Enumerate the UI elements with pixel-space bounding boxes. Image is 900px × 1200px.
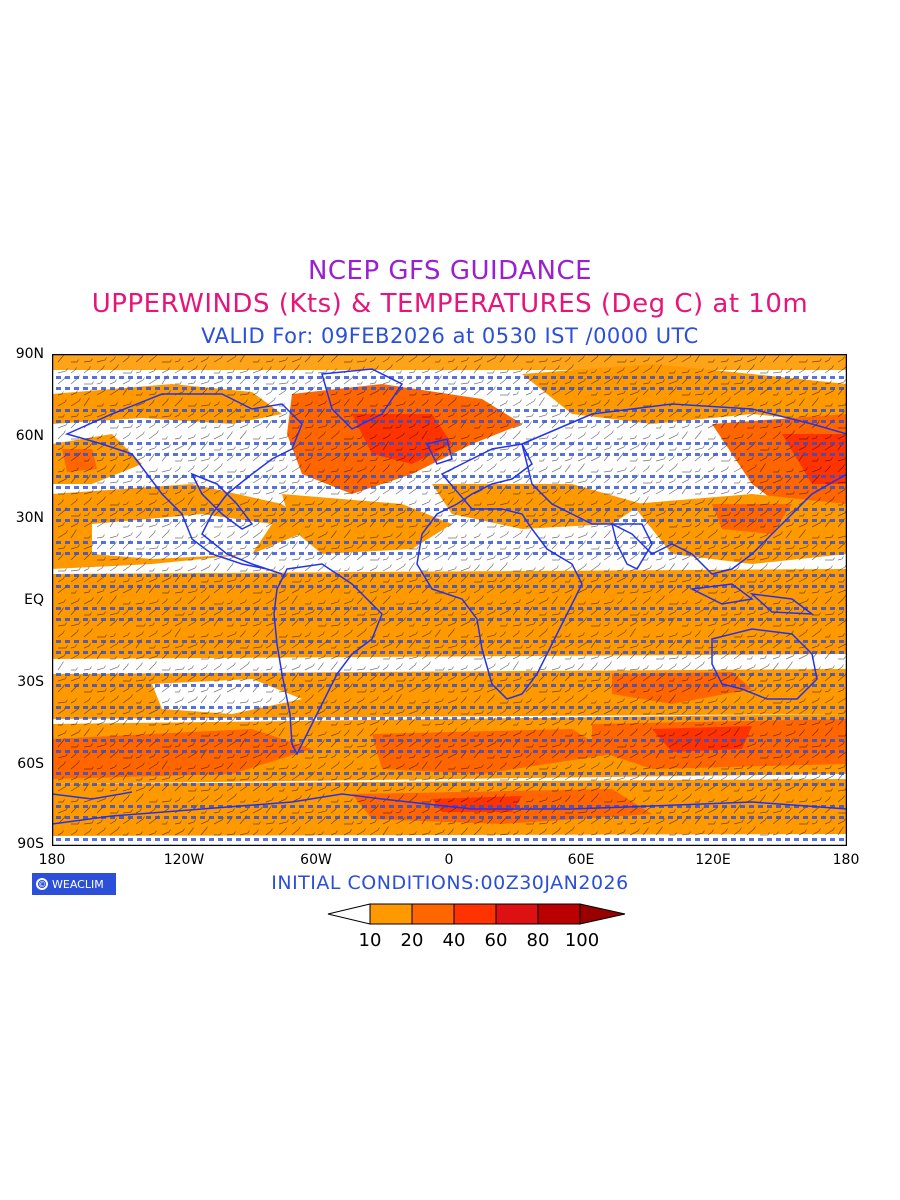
color-scale-label-10: 10: [358, 930, 382, 951]
copyright-icon: ©: [36, 878, 48, 890]
map-frame: [52, 354, 847, 846]
color-scale-box-4: [495, 903, 539, 925]
coastlines: [52, 368, 847, 825]
initial-conditions-label: INITIAL CONDITIONS:00Z30JAN2026: [271, 872, 629, 894]
lat-label-60n: 60N: [15, 428, 44, 444]
color-scale-box-1: [369, 903, 413, 925]
lon-label-60w: 60W: [300, 852, 332, 868]
temperature-values: [56, 376, 844, 841]
color-scale-label-80: 80: [526, 930, 550, 951]
lon-label-120e: 120E: [695, 852, 731, 868]
lat-label-30n: 30N: [15, 510, 44, 526]
color-scale-label-40: 40: [442, 930, 466, 951]
color-scale-high-arrow: [579, 903, 626, 925]
color-scale-label-60: 60: [484, 930, 508, 951]
lat-label-30s: 30S: [17, 674, 44, 690]
lat-label-90s: 90S: [17, 836, 44, 852]
weaclim-logo: © WEACLIM: [32, 873, 116, 895]
lon-label-60e: 60E: [567, 852, 595, 868]
map-title-line2: UPPERWINDS (Kts) & TEMPERATURES (Deg C) …: [91, 289, 809, 319]
color-scale-box-3: [453, 903, 497, 925]
lon-label-0: 0: [444, 852, 454, 868]
wind-temperature-map: [52, 354, 847, 846]
lat-label-eq: EQ: [24, 592, 44, 608]
color-scale-label-100: 100: [564, 930, 600, 951]
lat-label-90n: 90N: [15, 346, 44, 362]
map-title-valid-time: VALID For: 09FEB2026 at 0530 IST /0000 U…: [201, 324, 699, 348]
lon-label-120w: 120W: [163, 852, 205, 868]
color-scale-low-arrow: [327, 903, 371, 925]
map-title-line1: NCEP GFS GUIDANCE: [307, 256, 593, 286]
color-scale-box-5: [537, 903, 581, 925]
lon-label-180e: 180: [832, 852, 860, 868]
logo-text: WEACLIM: [52, 877, 104, 891]
color-scale: [327, 903, 626, 925]
lon-label-180w: 180: [38, 852, 66, 868]
lat-label-60s: 60S: [17, 756, 44, 772]
color-scale-label-20: 20: [400, 930, 424, 951]
color-scale-box-2: [411, 903, 455, 925]
